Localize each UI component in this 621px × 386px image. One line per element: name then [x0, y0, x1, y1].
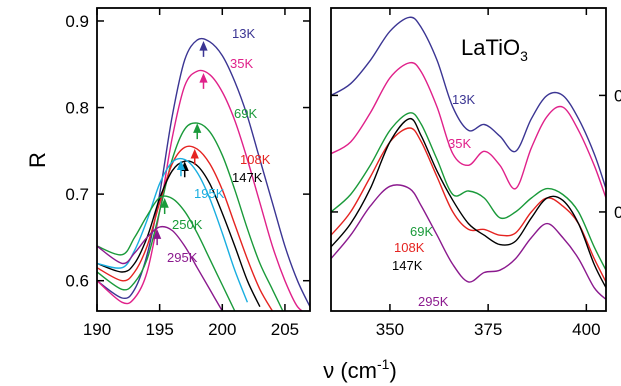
- series-line-right-69K: [331, 112, 606, 271]
- temp-label-right-35K: 35K: [448, 136, 471, 151]
- series-line-left-35K: [97, 69, 304, 311]
- temp-label-left-13K: 13K: [232, 26, 255, 41]
- series-line-left-108K: [97, 145, 274, 311]
- temp-label-right-13K: 13K: [452, 92, 475, 107]
- x-tick-label-left-195: 195: [145, 320, 173, 339]
- y-tick-label-right-0.7: 0.7: [614, 203, 621, 222]
- peak-arrow-108K: [190, 148, 199, 165]
- left-panel: 190 195 200 205 0.6 0.7 0.8 0.9 13K 35K 69K 108K 14…: [65, 7, 311, 339]
- temp-label-right-147K: 147K: [392, 258, 423, 273]
- temp-label-left-35K: 35K: [230, 56, 253, 71]
- temp-label-left-250K: 250K: [172, 217, 203, 232]
- temp-label-left-195K: 195K: [194, 186, 225, 201]
- series-line-left-195K: [97, 157, 249, 303]
- temp-label-right-295K: 295K: [418, 294, 449, 309]
- temp-label-left-108K: 108K: [240, 152, 271, 167]
- series-line-right-35K: [331, 61, 606, 199]
- y-tick-label-left-0.6: 0.6: [65, 272, 89, 291]
- y-tick-label-left-0.7: 0.7: [65, 185, 89, 204]
- series-line-right-108K: [331, 127, 606, 283]
- series-line-right-13K: [331, 16, 606, 189]
- series-line-right-295K: [331, 184, 606, 300]
- y-axis-title: R: [25, 152, 50, 168]
- temp-label-left-69K: 69K: [234, 106, 257, 121]
- y-tick-label-left-0.9: 0.9: [65, 12, 89, 31]
- x-axis-title: ν (cm-1): [323, 356, 397, 383]
- x-tick-label-right-350: 350: [376, 320, 404, 339]
- peak-arrow-13K: [199, 40, 208, 57]
- y-tick-label-right-0.8: 0.8: [614, 86, 621, 105]
- x-tick-label-left-200: 200: [208, 320, 236, 339]
- temp-label-left-295K: 295K: [167, 250, 198, 265]
- peak-arrow-195K: [176, 160, 186, 177]
- left-plot-frame: [96, 7, 311, 312]
- temp-label-left-147K: 147K: [232, 170, 263, 185]
- series-line-left-147K: [97, 160, 261, 308]
- peak-arrow-250K: [160, 198, 169, 214]
- y-tick-label-left-0.8: 0.8: [65, 99, 89, 118]
- compound-label: LaTiO3: [461, 35, 528, 64]
- peak-arrow-295K: [153, 229, 162, 246]
- x-tick-label-right-400: 400: [572, 320, 600, 339]
- peak-arrow-69K: [193, 123, 202, 140]
- series-line-left-250K: [97, 195, 236, 311]
- x-tick-label-right-375: 375: [474, 320, 502, 339]
- temp-label-right-108K: 108K: [394, 240, 425, 255]
- temp-label-right-69K: 69K: [410, 224, 433, 239]
- x-tick-label-left-190: 190: [83, 320, 111, 339]
- series-line-left-295K: [97, 225, 223, 311]
- peak-arrow-35K: [199, 73, 208, 89]
- series-line-right-147K: [331, 117, 606, 289]
- right-plot-frame: [330, 7, 607, 312]
- series-line-left-69K: [97, 122, 284, 311]
- x-tick-label-left-205: 205: [271, 320, 299, 339]
